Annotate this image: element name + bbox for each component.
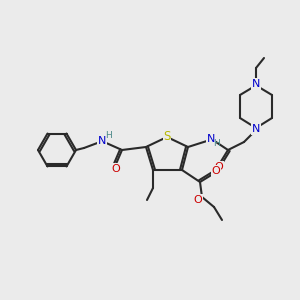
- Text: N: N: [252, 79, 260, 89]
- Text: N: N: [98, 136, 106, 146]
- Text: H: H: [106, 131, 112, 140]
- Text: N: N: [252, 124, 260, 134]
- Text: N: N: [207, 134, 215, 144]
- Text: O: O: [214, 162, 224, 172]
- Text: H: H: [214, 139, 220, 148]
- Text: O: O: [194, 195, 202, 205]
- Text: S: S: [163, 130, 171, 143]
- Text: O: O: [112, 164, 120, 174]
- Text: O: O: [212, 166, 220, 176]
